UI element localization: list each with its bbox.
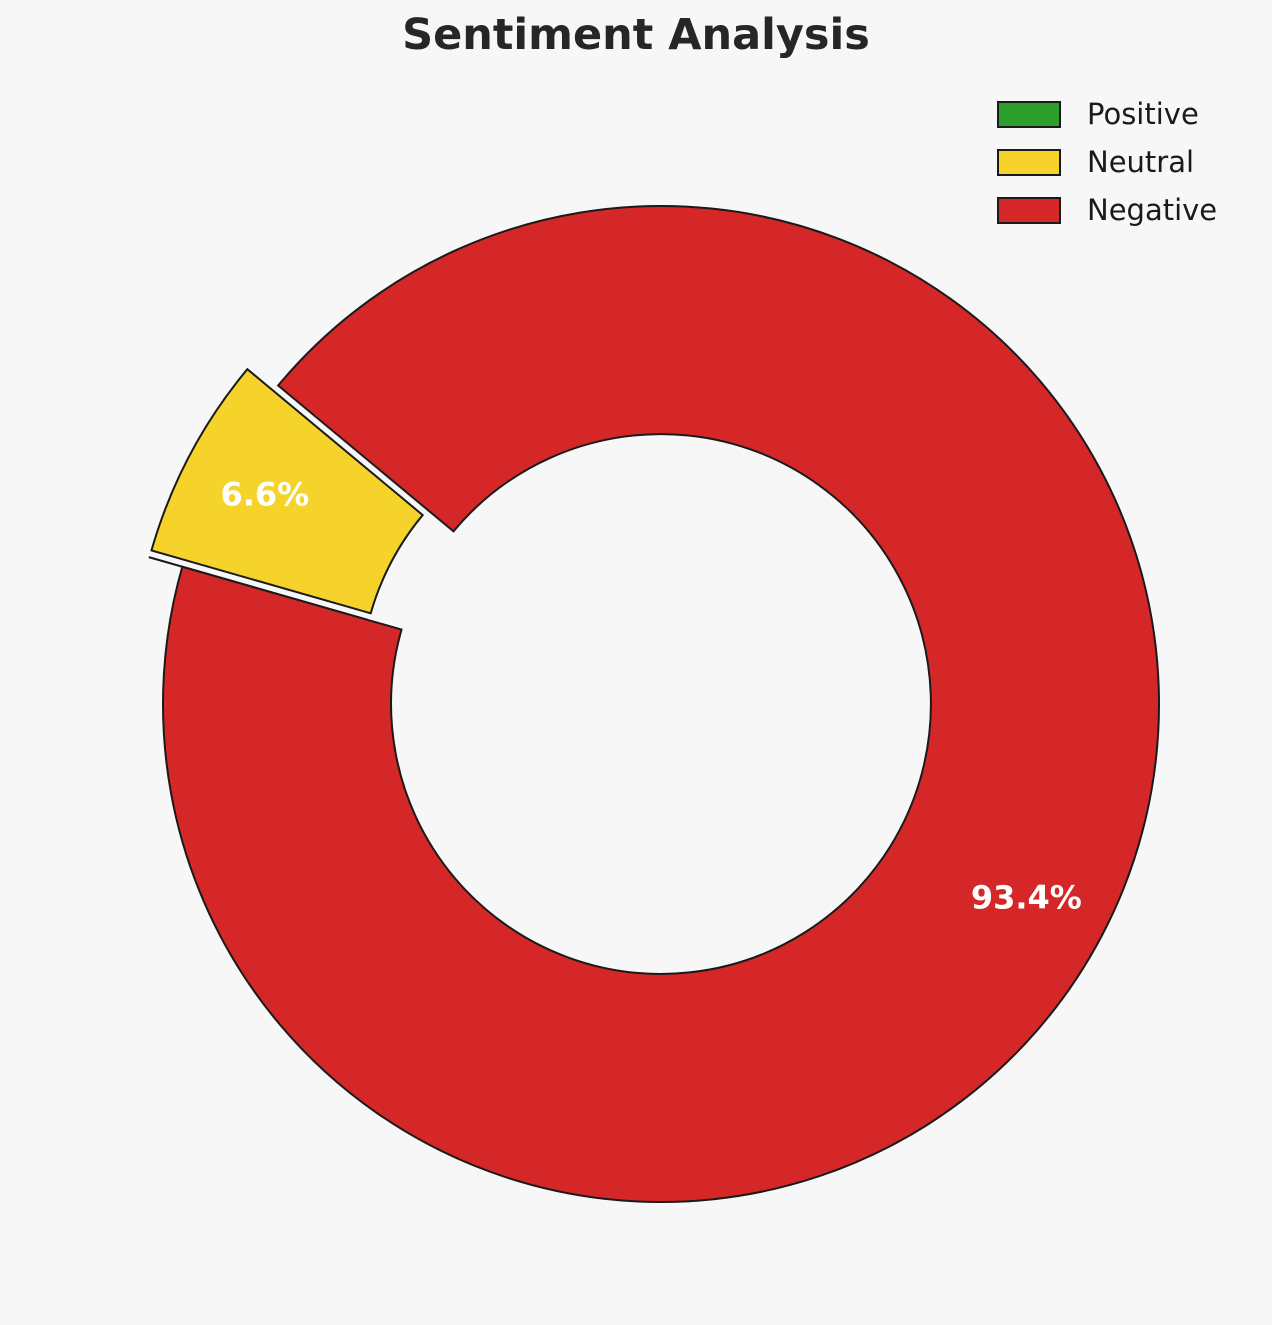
legend-label-positive: Positive	[1087, 97, 1199, 131]
chart-title: Sentiment Analysis	[402, 10, 870, 60]
legend-item-negative: Negative	[997, 196, 1217, 225]
legend-label-negative: Negative	[1087, 193, 1218, 227]
pie-slice-negative	[162, 205, 1160, 1203]
legend-swatch-neutral	[997, 149, 1061, 176]
legend-swatch-negative	[997, 197, 1061, 224]
pie-slice-neutral	[150, 367, 425, 615]
legend-item-neutral: Neutral	[997, 148, 1217, 177]
pct-label-negative: 93.4%	[971, 878, 1082, 916]
legend-swatch-positive	[997, 101, 1061, 128]
legend-item-positive: Positive	[997, 100, 1217, 129]
pct-label-neutral: 6.6%	[220, 475, 309, 513]
chart-legend: Positive Neutral Negative	[997, 100, 1217, 244]
legend-label-neutral: Neutral	[1087, 145, 1195, 179]
